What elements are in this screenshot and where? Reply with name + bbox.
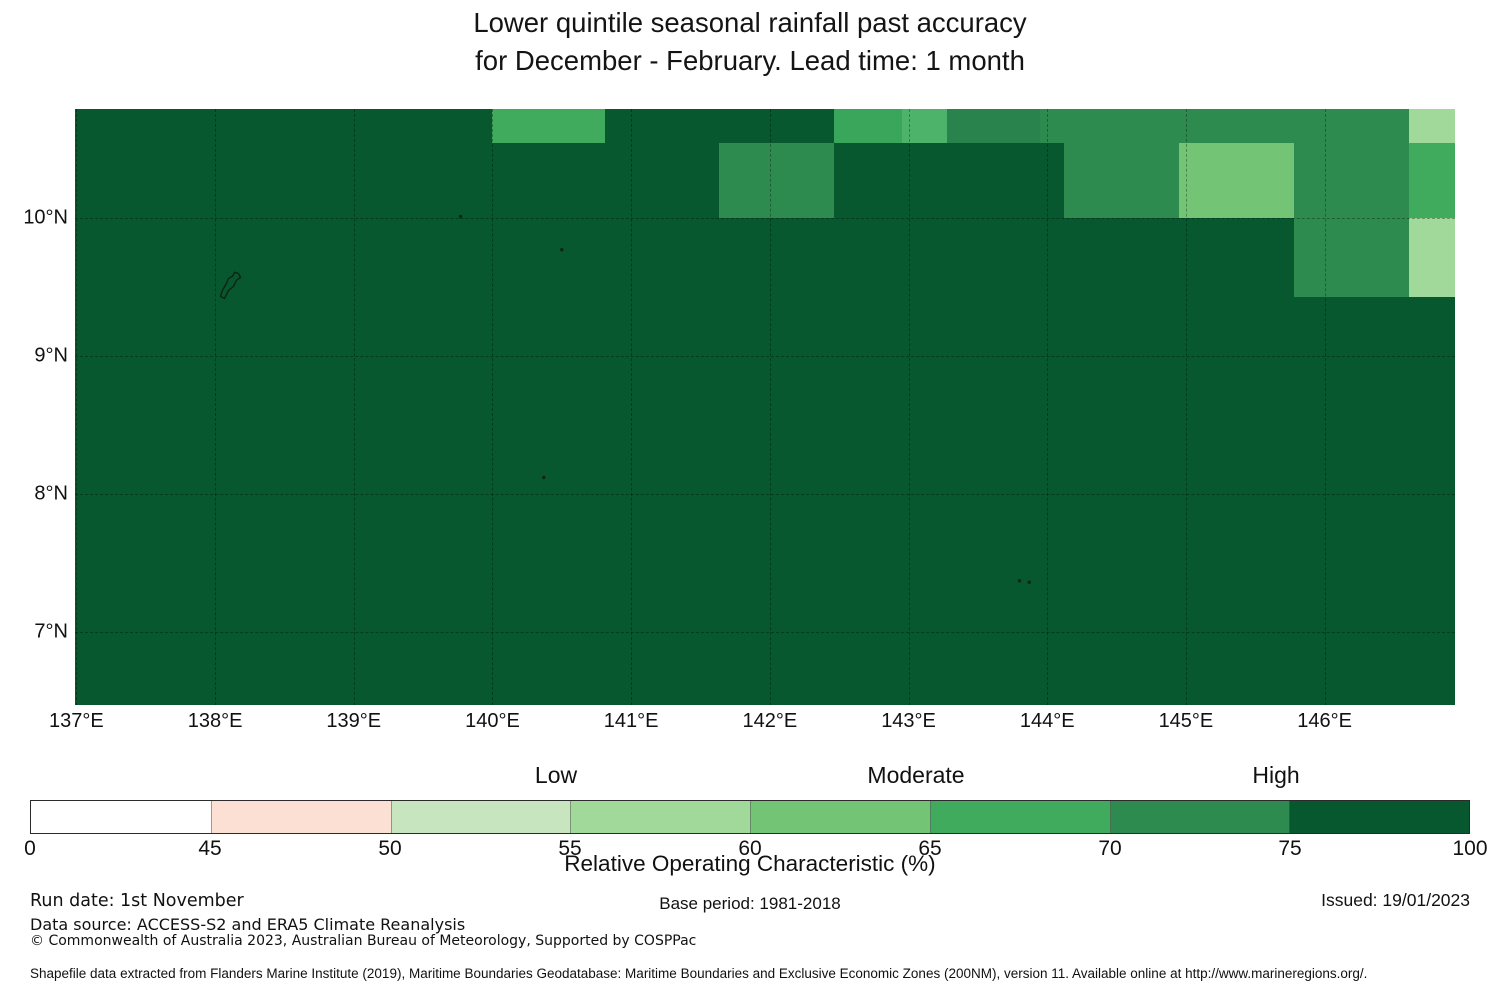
data-source-text: Data source: ACCESS-S2 and ERA5 Climate … [30, 915, 466, 934]
grid-line-vertical [76, 109, 78, 705]
x-tick-label: 146°E [1297, 710, 1352, 732]
grid-line-horizontal [75, 355, 1455, 357]
map-cell [1294, 143, 1410, 218]
colorbar-tick-label: 0 [24, 837, 36, 860]
colorbar-tick-label: 45 [198, 837, 222, 860]
x-axis-tick-labels: 137°E 138°E 139°E 140°E 141°E 142°E 143°E 144°E… [49, 710, 1455, 736]
x-tick-label: 141°E [603, 710, 659, 732]
island-dot [1017, 579, 1022, 583]
grid-line-vertical [908, 109, 910, 705]
map-cell [1409, 217, 1455, 297]
x-tick-label: 137°E [49, 710, 104, 732]
grid-line-horizontal [75, 631, 1455, 633]
colorbar-tick-labels: 0 45 50 55 60 65 70 75 100 [24, 837, 1487, 861]
colorbar [30, 800, 1470, 834]
map-cell [1409, 143, 1455, 218]
map-cell [833, 109, 902, 144]
map-cell [1179, 143, 1295, 218]
map-cell [1179, 109, 1410, 144]
island-outline [219, 271, 242, 300]
map-cell [492, 109, 605, 144]
y-tick-label: 7°N [34, 620, 68, 643]
grid-line-vertical [215, 109, 217, 705]
x-tick-label: 145°E [1158, 710, 1214, 732]
colorbar-tick-label: 65 [918, 837, 942, 860]
island-dot [542, 475, 546, 480]
y-tick-label: 8°N [34, 482, 68, 505]
map-cell [947, 109, 1041, 144]
grid-line-vertical [492, 109, 494, 705]
colorbar-segment [390, 801, 571, 833]
island-dot [1027, 580, 1031, 584]
map-cell [1409, 109, 1455, 144]
figure-title-line1: Lower quintile seasonal rainfall past ac… [473, 7, 1027, 38]
figure-title-line2: for December - February. Lead time: 1 mo… [475, 45, 1025, 76]
colorbar-tick-label: 60 [738, 837, 762, 860]
legend-band-label: High [1252, 762, 1300, 788]
x-tick-label: 139°E [326, 710, 382, 732]
grid-line-horizontal [75, 217, 1455, 219]
grid-line-vertical [1047, 109, 1049, 705]
legend-band-label: Moderate [867, 762, 965, 788]
map-cell [901, 109, 948, 144]
colorbar-segment [1289, 801, 1469, 833]
colorbar-segment [750, 801, 930, 833]
legend-band-label: Low [534, 762, 578, 788]
colorbar-tick-label: 70 [1098, 837, 1122, 860]
map-cell [1294, 217, 1410, 297]
run-date-text: Run date: 1st November [30, 891, 244, 911]
colorbar-tick-label: 100 [1452, 837, 1488, 860]
map-cell [1040, 109, 1179, 144]
colorbar-segment [570, 801, 750, 833]
colorbar-segment [31, 801, 211, 833]
colorbar-axis-label: Relative Operating Characteristic (%) [564, 851, 936, 876]
y-tick-label: 10°N [23, 206, 68, 229]
colorbar-tick-label: 55 [558, 837, 582, 860]
copyright-text: © Commonwealth of Australia 2023, Austra… [30, 933, 697, 949]
colorbar-tick-label: 75 [1278, 837, 1302, 860]
colorbar-segment [929, 801, 1110, 833]
base-period-text: Base period: 1981-2018 [659, 894, 841, 913]
colorbar-band-labels: Low Moderate High [30, 762, 1470, 792]
x-tick-label: 142°E [742, 710, 798, 732]
colorbar-segment [210, 801, 391, 833]
colorbar-segment [1109, 801, 1290, 833]
island-outlines [219, 214, 1031, 584]
grid-line-vertical [353, 109, 355, 705]
figure-title: Lower quintile seasonal rainfall past ac… [0, 4, 1500, 80]
x-tick-label: 143°E [881, 710, 936, 732]
map-cell [1063, 143, 1179, 218]
x-tick-label: 140°E [465, 710, 520, 732]
grid-line-vertical [631, 109, 633, 705]
x-tick-label: 138°E [187, 710, 243, 732]
grid-line-vertical [1324, 109, 1326, 705]
grid-line-vertical [769, 109, 771, 705]
island-dot [458, 214, 463, 219]
map-cell [718, 143, 834, 218]
x-tick-label: 144°E [1019, 710, 1075, 732]
issued-date-text: Issued: 19/01/2023 [1321, 890, 1470, 910]
map-area [75, 109, 1455, 705]
y-axis-tick-labels: 10°N 9°N 8°N 7°N [0, 109, 68, 705]
grid-line-horizontal [75, 493, 1455, 495]
shapefile-attribution-text: Shapefile data extracted from Flanders M… [30, 966, 1368, 981]
colorbar-tick-label: 50 [378, 837, 402, 860]
y-tick-label: 9°N [34, 344, 68, 367]
grid-line-vertical [1185, 109, 1187, 705]
island-dot [560, 248, 564, 252]
